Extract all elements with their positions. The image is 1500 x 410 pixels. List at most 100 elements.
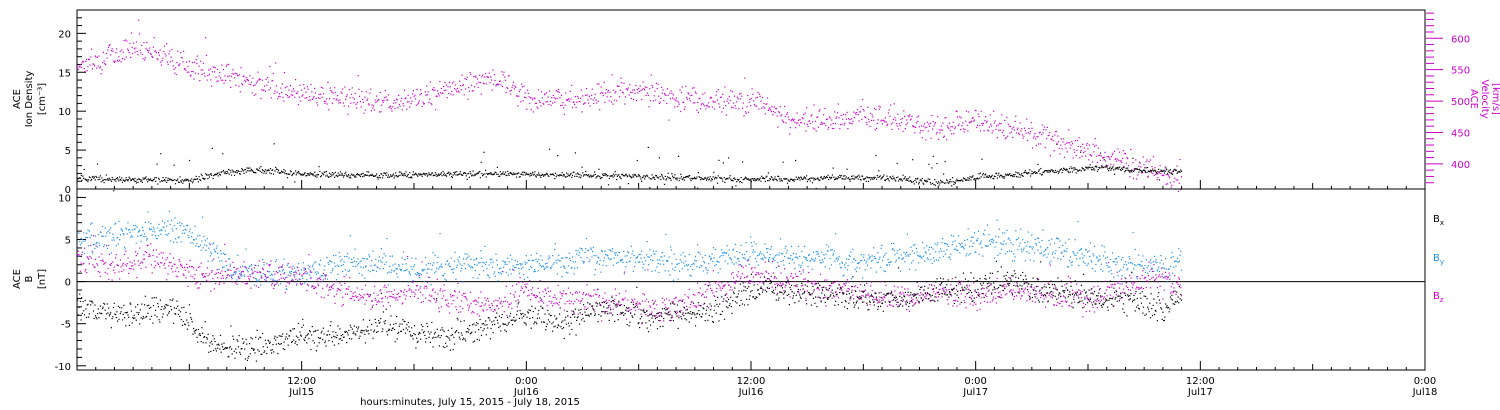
by-series-point <box>454 251 456 253</box>
by-series-point <box>944 253 946 255</box>
velocity-series-point <box>1152 172 1154 174</box>
velocity-series-point <box>513 81 515 83</box>
velocity-series-point <box>161 60 163 62</box>
velocity-series-point <box>868 121 870 123</box>
by-series-point <box>131 229 133 231</box>
velocity-series-point <box>508 75 510 77</box>
velocity-series-point <box>613 99 615 101</box>
velocity-series-point <box>783 121 785 123</box>
density-series-point <box>326 174 328 176</box>
by-series-point <box>777 265 779 267</box>
density-series-point <box>236 170 238 172</box>
density-series-point <box>716 177 718 179</box>
by-series-point <box>1139 263 1141 265</box>
by-series-point <box>735 262 737 264</box>
by-series-point <box>795 253 797 255</box>
velocity-series-point <box>510 89 512 91</box>
density-series-point <box>248 170 250 172</box>
by-series-point <box>1146 266 1148 269</box>
velocity-series-point <box>1100 155 1102 157</box>
velocity-series-point <box>825 124 827 127</box>
by-series-point <box>998 228 1000 230</box>
velocity-series-point <box>855 114 857 116</box>
density-series-point <box>909 176 911 178</box>
velocity-series-point <box>328 98 331 100</box>
density-series-point <box>876 174 878 177</box>
bz-series-point <box>98 256 100 258</box>
velocity-series-point <box>904 116 906 118</box>
velocity-series-point <box>254 84 256 86</box>
density-series-point <box>707 176 709 178</box>
density-series-point <box>269 172 271 174</box>
by-series-point <box>463 263 465 265</box>
by-series-point <box>169 223 171 225</box>
by-series-point <box>966 239 969 241</box>
velocity-series-point <box>646 86 648 89</box>
density-series-point <box>1113 173 1116 175</box>
velocity-series-point <box>676 100 678 102</box>
by-series-point <box>969 253 971 255</box>
by-series-point <box>904 253 906 255</box>
by-series-point <box>309 271 311 273</box>
by-series-point <box>985 245 987 247</box>
by-series-point <box>1119 283 1121 285</box>
density-series-point <box>680 176 683 178</box>
velocity-series-point <box>993 122 995 124</box>
density-series-point <box>342 174 344 176</box>
density-series-point <box>1033 171 1035 173</box>
density-series-point <box>455 174 457 176</box>
velocity-series-point <box>547 96 549 98</box>
density-series-point <box>533 173 535 175</box>
by-series-point <box>509 268 511 270</box>
density-series-point <box>317 173 319 176</box>
by-series-point <box>719 256 721 258</box>
velocity-series-point <box>1035 144 1037 147</box>
by-series-point <box>342 264 344 266</box>
by-series-point <box>1111 273 1113 275</box>
velocity-series-point <box>1176 165 1178 167</box>
velocity-series-point <box>546 101 548 103</box>
by-series-point <box>1073 252 1075 254</box>
by-series-point <box>934 243 936 245</box>
velocity-series-point <box>308 99 310 102</box>
velocity-series-point <box>517 105 519 107</box>
density-series-point <box>490 172 492 174</box>
density-series-point <box>756 179 758 181</box>
velocity-series-point <box>224 75 226 77</box>
density-series-point <box>765 176 767 178</box>
by-series-point <box>614 252 616 254</box>
density-series-point <box>591 176 593 178</box>
density-series-point <box>462 174 464 176</box>
density-series-point <box>263 172 265 174</box>
by-series-point <box>665 233 667 235</box>
velocity-series-point <box>493 74 495 76</box>
density-series-point <box>495 171 497 174</box>
by-series-point <box>398 264 400 266</box>
density-series-point <box>345 171 347 173</box>
density-series-point <box>408 177 410 179</box>
by-series-point <box>396 268 398 270</box>
density-series-point <box>1155 171 1157 173</box>
density-series-point <box>575 173 577 175</box>
velocity-series-point <box>169 50 171 52</box>
velocity-series-point <box>742 102 744 104</box>
velocity-series-point <box>274 90 276 92</box>
velocity-series-point <box>264 90 266 92</box>
velocity-series-point <box>1177 190 1180 192</box>
by-series-point <box>726 252 728 254</box>
velocity-series-point <box>149 52 152 54</box>
density-series-point <box>1052 170 1054 172</box>
by-series-point <box>578 254 580 256</box>
velocity-series-point <box>1018 132 1020 134</box>
by-series-point <box>424 268 426 271</box>
velocity-series-point <box>1078 137 1080 139</box>
by-series-point <box>505 271 507 273</box>
by-series-point <box>1155 259 1157 261</box>
by-series-point <box>772 258 774 260</box>
velocity-series-point <box>398 94 400 96</box>
density-series-point <box>937 182 939 184</box>
density-series-point <box>138 178 140 180</box>
velocity-series-point <box>485 83 487 85</box>
